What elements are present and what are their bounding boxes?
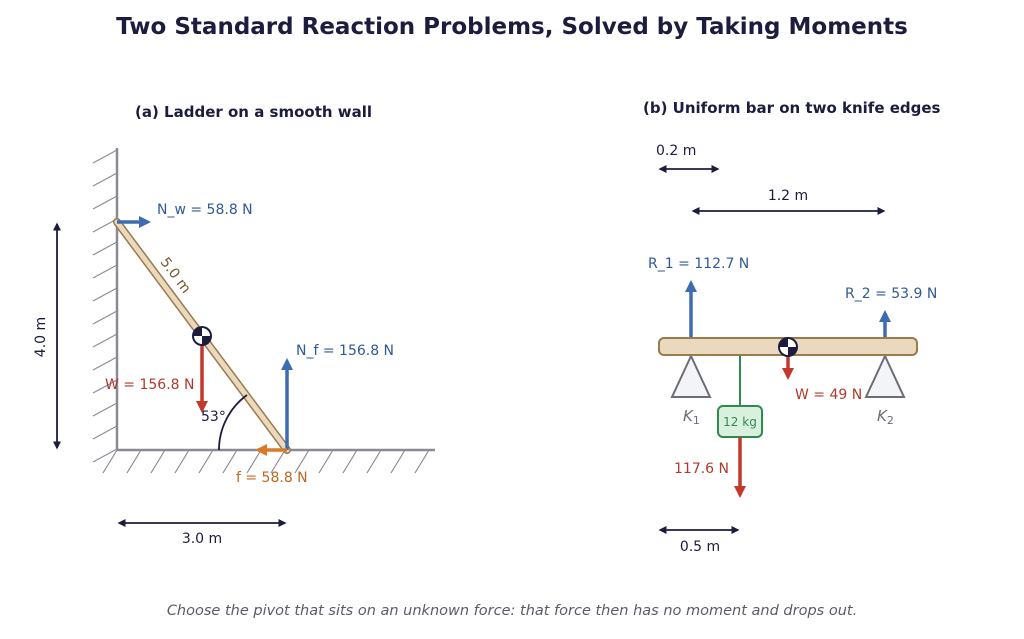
height-label: 4.0 m xyxy=(33,317,49,357)
wall-hatching xyxy=(92,149,118,463)
bar-weight-label: W = 49 N xyxy=(795,387,862,403)
support-k2 xyxy=(864,353,906,398)
floor-reaction-label: N_f = 156.8 N xyxy=(296,343,394,359)
caption: Choose the pivot that sits on an unknown… xyxy=(166,603,858,619)
panel-a-title: (a) Ladder on a smooth wall xyxy=(135,103,373,121)
load-offset-label: 0.5 m xyxy=(680,539,720,555)
wall-reaction-label: N_w = 58.8 N xyxy=(157,202,253,218)
ladder-length-label: 5.0 m xyxy=(157,255,194,297)
overhang-label: 0.2 m xyxy=(656,143,696,159)
page-title: Two Standard Reaction Problems, Solved b… xyxy=(116,14,908,40)
support-k1-label: K1 xyxy=(683,407,700,427)
span-label: 1.2 m xyxy=(768,188,808,204)
r2-label: R_2 = 53.9 N xyxy=(845,286,937,302)
center-of-mass-icon xyxy=(192,326,212,346)
panel-b-title: (b) Uniform bar on two knife edges xyxy=(643,99,941,117)
angle-arc xyxy=(218,394,248,451)
base-label: 3.0 m xyxy=(182,531,222,547)
r1-label: R_1 = 112.7 N xyxy=(648,256,749,272)
load-mass-label: 12 kg xyxy=(723,415,757,429)
bar-center-of-mass-icon xyxy=(778,337,798,357)
floor-hatching xyxy=(102,449,430,474)
ladder-weight-label: W = 156.8 N xyxy=(105,377,194,393)
friction-label: f = 58.8 N xyxy=(236,470,308,486)
support-k1 xyxy=(670,353,712,398)
load-force-label: 117.6 N xyxy=(674,461,729,477)
angle-label: 53° xyxy=(201,409,226,425)
support-k2-label: K2 xyxy=(877,407,894,427)
support-k2-subscript: 2 xyxy=(887,414,894,427)
support-k1-subscript: 1 xyxy=(693,414,700,427)
